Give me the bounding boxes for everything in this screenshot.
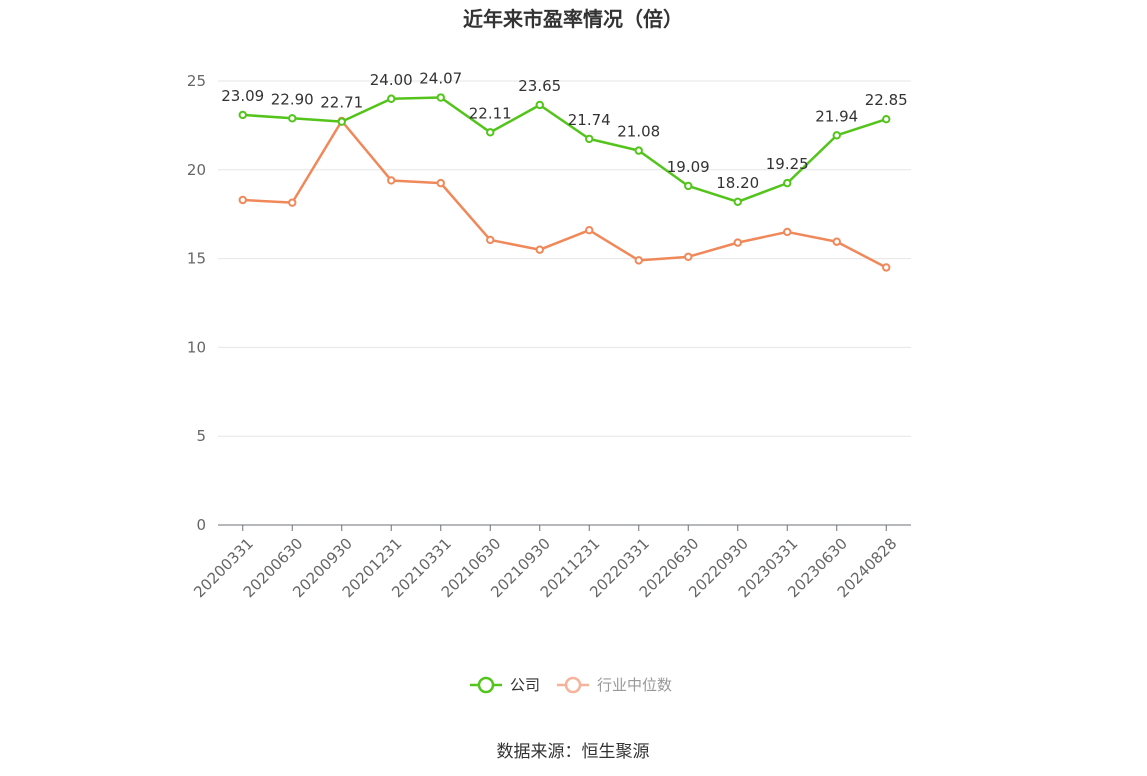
data-point[interactable] [832, 131, 841, 140]
data-point[interactable] [238, 110, 247, 120]
data-point[interactable] [535, 100, 544, 110]
data-label: 22.71 [320, 94, 363, 112]
data-point[interactable] [436, 178, 445, 188]
data-point[interactable] [882, 114, 891, 124]
y-tick-label: 25 [187, 72, 206, 90]
legend-label: 公司 [510, 676, 540, 694]
data-point[interactable] [585, 134, 594, 144]
data-point[interactable] [733, 238, 742, 247]
data-point[interactable] [585, 225, 594, 235]
data-point[interactable] [486, 235, 495, 245]
legend-marker [477, 676, 495, 694]
y-tick-label: 20 [187, 161, 206, 179]
data-label: 22.90 [271, 90, 314, 108]
data-label: 18.20 [716, 174, 759, 192]
legend[interactable]: 公司 行业中位数 [470, 676, 672, 694]
data-label: 24.07 [419, 70, 462, 88]
y-tick-label: 15 [187, 250, 206, 268]
data-labels: 23.09 22.90 22.71 24.00 24.07 22.11 23.65 21.74… [221, 70, 907, 192]
data-point[interactable] [436, 93, 445, 102]
data-label: 19.09 [667, 158, 710, 176]
data-point[interactable] [832, 237, 841, 246]
grid-lines [218, 80, 911, 437]
data-label: 21.74 [568, 111, 611, 129]
source-note: 数据来源：恒生聚源 [497, 742, 650, 762]
data-point[interactable] [288, 114, 297, 123]
data-label: 21.08 [617, 123, 660, 141]
data-label: 23.65 [518, 77, 561, 95]
data-point[interactable] [337, 117, 346, 126]
chart-title: 近年来市盈率情况（倍） [463, 7, 683, 31]
data-point[interactable] [733, 197, 742, 206]
axes: 0510152025202003312020063020200930202012… [187, 72, 911, 601]
legend-item-industry-median[interactable]: 行业中位数 [557, 676, 672, 694]
data-point[interactable] [684, 181, 693, 191]
data-point[interactable] [783, 178, 792, 188]
series-line-company [242, 96, 887, 204]
data-point[interactable] [238, 195, 247, 205]
legend-label: 行业中位数 [597, 676, 672, 694]
legend-item-company[interactable]: 公司 [470, 676, 540, 694]
data-point[interactable] [783, 227, 792, 237]
y-tick-label: 5 [196, 427, 206, 445]
data-label: 21.94 [815, 107, 858, 125]
data-label: 19.25 [766, 155, 809, 173]
legend-marker [564, 676, 582, 694]
data-label: 22.11 [469, 104, 512, 122]
data-point[interactable] [387, 176, 396, 185]
series-lines [238, 93, 891, 272]
data-point[interactable] [684, 252, 693, 262]
y-tick-label: 0 [196, 516, 206, 534]
data-point[interactable] [486, 128, 495, 137]
data-point[interactable] [387, 94, 396, 103]
data-label: 23.09 [221, 87, 264, 105]
data-label: 22.85 [865, 91, 908, 109]
data-point[interactable] [882, 263, 891, 272]
data-point[interactable] [535, 245, 544, 254]
data-point[interactable] [634, 146, 643, 155]
series-line-industry-median [242, 119, 887, 269]
y-tick-label: 10 [187, 338, 206, 356]
data-point[interactable] [634, 256, 643, 265]
data-point[interactable] [288, 198, 297, 207]
data-label: 24.00 [370, 71, 413, 89]
